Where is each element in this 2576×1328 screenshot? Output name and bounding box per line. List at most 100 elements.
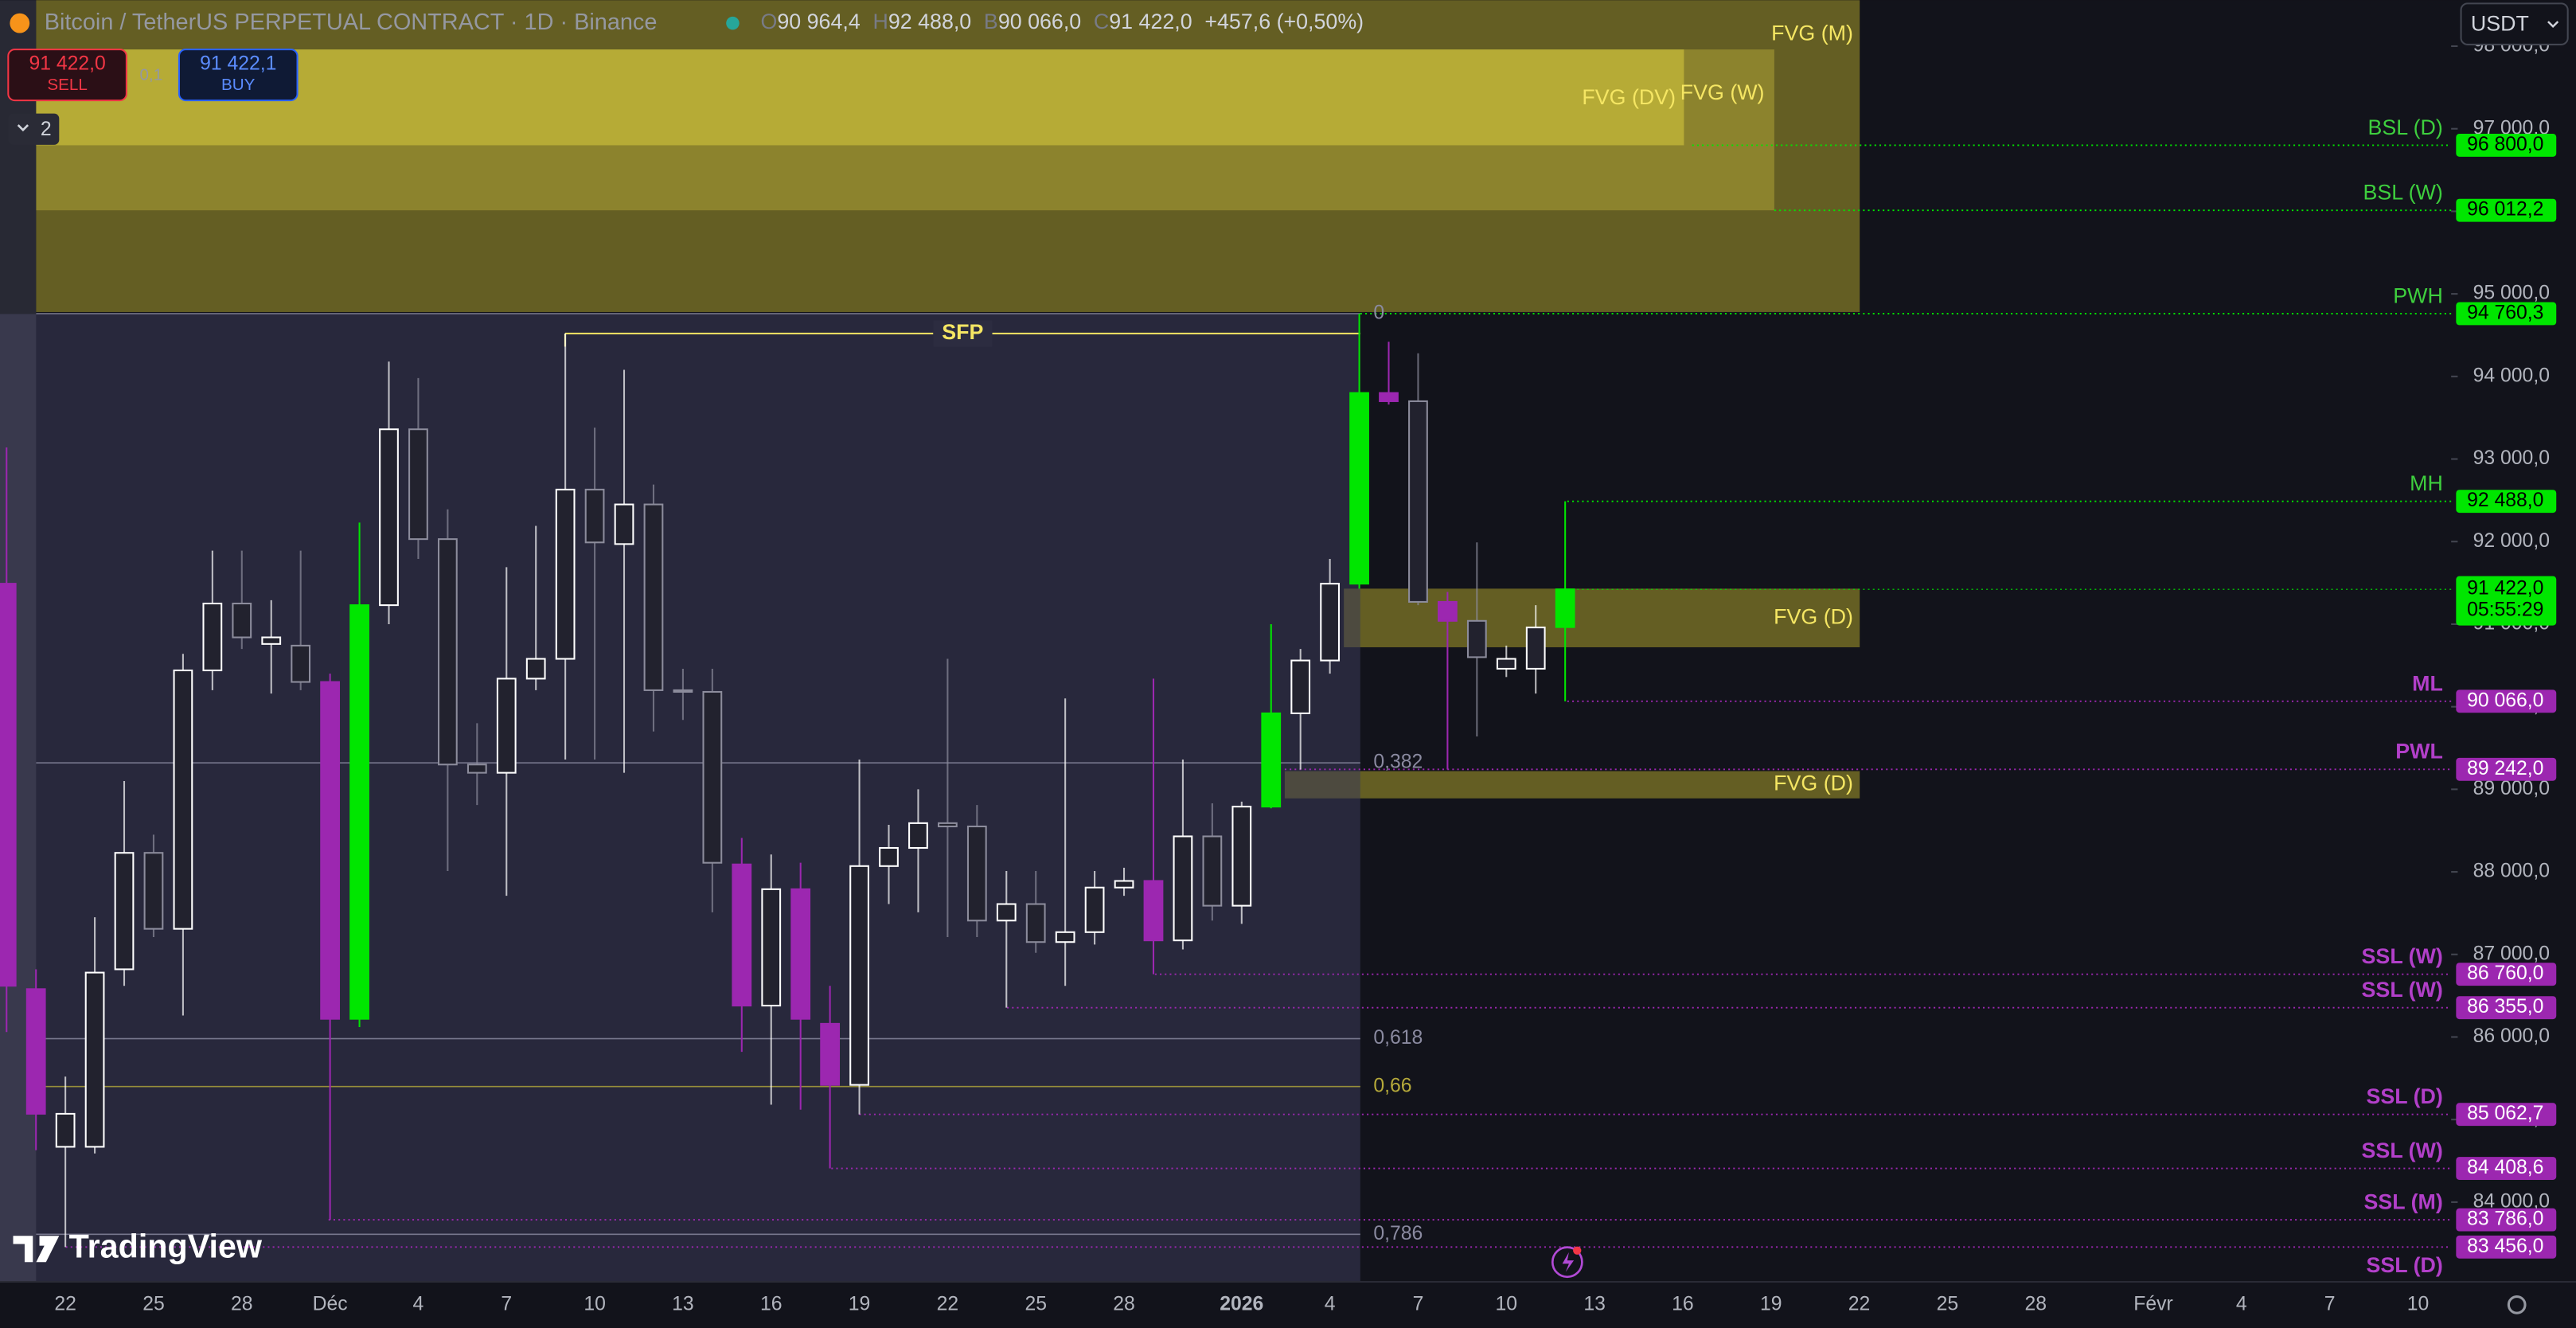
- candle-body: [1466, 619, 1487, 658]
- y-tick-label: 94 000,0: [2473, 365, 2550, 386]
- level-label: MH: [2410, 471, 2443, 495]
- candle-body: [614, 503, 634, 545]
- indicator-count: 2: [41, 119, 52, 140]
- alert-dot: [1573, 1246, 1582, 1255]
- candle-body: [1555, 588, 1575, 628]
- candle-body: [790, 888, 811, 1020]
- candle-body: [966, 826, 987, 922]
- x-tick-label: 4: [1325, 1293, 1336, 1314]
- candle-body: [555, 488, 576, 660]
- indicator-toggle[interactable]: [8, 113, 60, 145]
- logo-text: TradingView: [69, 1228, 263, 1265]
- countdown: 05:55:29: [2467, 600, 2543, 621]
- settings-icon[interactable]: [2507, 1295, 2527, 1314]
- x-tick-label: 7: [2324, 1293, 2336, 1314]
- fib-label: 0: [1373, 303, 1384, 324]
- h-label: H: [872, 10, 888, 33]
- candle-body: [202, 602, 223, 672]
- level-label: BSL (D): [2367, 115, 2442, 139]
- x-tick-label: 7: [501, 1293, 512, 1314]
- zones: [36, 0, 1860, 799]
- buy-button[interactable]: [178, 49, 299, 102]
- labels: FVG (M) FVG (W)FVG (DV) FVG (D) FVG (D) 0 0,3…: [933, 21, 2557, 1277]
- logo-icon: [13, 1236, 60, 1263]
- price-tag: [2456, 1103, 2557, 1127]
- zone-label: FVG (DV): [1582, 85, 1676, 109]
- o-label: O: [761, 10, 778, 33]
- close: 91 422,0: [1109, 10, 1192, 33]
- candle-body: [1114, 880, 1134, 889]
- level-label: SSL (M): [2364, 1190, 2443, 1214]
- candles: [0, 313, 1575, 1248]
- x-tick-label: Févr: [2133, 1293, 2173, 1314]
- x-tick-label: 22: [937, 1293, 959, 1314]
- x-tick-label: 28: [231, 1293, 253, 1314]
- currency-select[interactable]: [2460, 2, 2569, 45]
- candle-body: [0, 583, 17, 987]
- level-label: SSL (W): [2362, 944, 2443, 968]
- price-tag: [2456, 134, 2557, 157]
- candle-body: [525, 658, 546, 680]
- level-label: PWL: [2395, 740, 2443, 764]
- candle-body: [291, 644, 311, 683]
- candle-body: [1320, 583, 1341, 662]
- level-label: SSL (W): [2362, 1139, 2443, 1162]
- fvg-zone: [1284, 771, 1860, 799]
- zone-label: FVG (M): [1771, 21, 1853, 45]
- y-tick-label: 93 000,0: [2473, 447, 2550, 469]
- candle-body: [820, 1022, 841, 1086]
- candle-body: [143, 852, 164, 930]
- price-tag-label: 83 786,0: [2467, 1209, 2543, 1230]
- price-tag: [2456, 1208, 2557, 1232]
- price-tag: [2456, 689, 2557, 713]
- candle-body: [173, 669, 193, 930]
- x-tick-label: 16: [1672, 1293, 1694, 1314]
- candle-body: [1379, 392, 1399, 402]
- fib-label: 0,382: [1373, 752, 1423, 773]
- price-tag-label: 94 760,3: [2467, 303, 2543, 324]
- y-tick-label: 95 000,0: [2473, 283, 2550, 304]
- price-tag-label: 92 488,0: [2467, 490, 2543, 511]
- candle-body: [408, 428, 428, 541]
- high: 92 488,0: [888, 10, 971, 33]
- sfp-label: SFP: [942, 320, 983, 344]
- candle-body: [1525, 627, 1546, 670]
- level-label: SSL (D): [2366, 1253, 2442, 1277]
- buy-label: BUY: [221, 76, 256, 94]
- x-tick-label: 25: [142, 1293, 165, 1314]
- ohlc: O90 964,4 H92 488,0 B90 066,0 C91 422,0 …: [761, 10, 1364, 33]
- candle-body: [379, 428, 399, 607]
- y-tick-label: 87 000,0: [2473, 943, 2550, 964]
- candle-body: [1143, 880, 1164, 942]
- price-tag-label: 84 408,6: [2467, 1157, 2543, 1178]
- x-axis: 22 25 28 Déc 4 7 10 13 16 19 22 25 28 2026 4 7 10 13 16 19 2…: [54, 1293, 2429, 1314]
- candle-body: [496, 678, 517, 774]
- level-label: BSL (W): [2363, 181, 2443, 205]
- levels: [36, 144, 2452, 1248]
- status-dot: [726, 16, 740, 30]
- alert-icon[interactable]: [1551, 1246, 1583, 1279]
- sell-button[interactable]: [7, 49, 127, 102]
- price-tag: [2456, 996, 2557, 1020]
- x-tick-label: 19: [1760, 1293, 1782, 1314]
- chevron-icon: [17, 124, 29, 132]
- y-tick-label: 92 000,0: [2473, 530, 2550, 552]
- sell-label: SELL: [47, 76, 87, 94]
- candle-body: [232, 602, 252, 639]
- candle-body: [673, 689, 693, 693]
- x-tick-label: 22: [54, 1293, 76, 1314]
- current-tag: [2456, 576, 2557, 626]
- x-tick-label: 10: [1496, 1293, 1518, 1314]
- candle-body: [879, 846, 899, 867]
- fib-label: 0,618: [1373, 1027, 1423, 1049]
- x-tick-label: 25: [1937, 1293, 1959, 1314]
- range-box: [0, 314, 1360, 1282]
- fvg-zone: [36, 49, 1684, 146]
- fib-label: 0,66: [1373, 1075, 1411, 1096]
- candle-body: [1261, 712, 1282, 808]
- candle-body: [1438, 600, 1458, 622]
- coin-icon: [10, 13, 30, 33]
- c-label: C: [1094, 10, 1109, 33]
